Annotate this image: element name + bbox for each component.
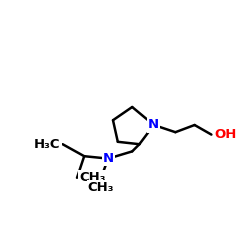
Text: N: N (148, 118, 159, 132)
Text: H₃C: H₃C (34, 138, 61, 151)
Text: CH₃: CH₃ (88, 181, 114, 194)
Text: OH: OH (214, 128, 237, 141)
Text: N: N (103, 152, 114, 165)
Text: CH₃: CH₃ (80, 171, 106, 184)
